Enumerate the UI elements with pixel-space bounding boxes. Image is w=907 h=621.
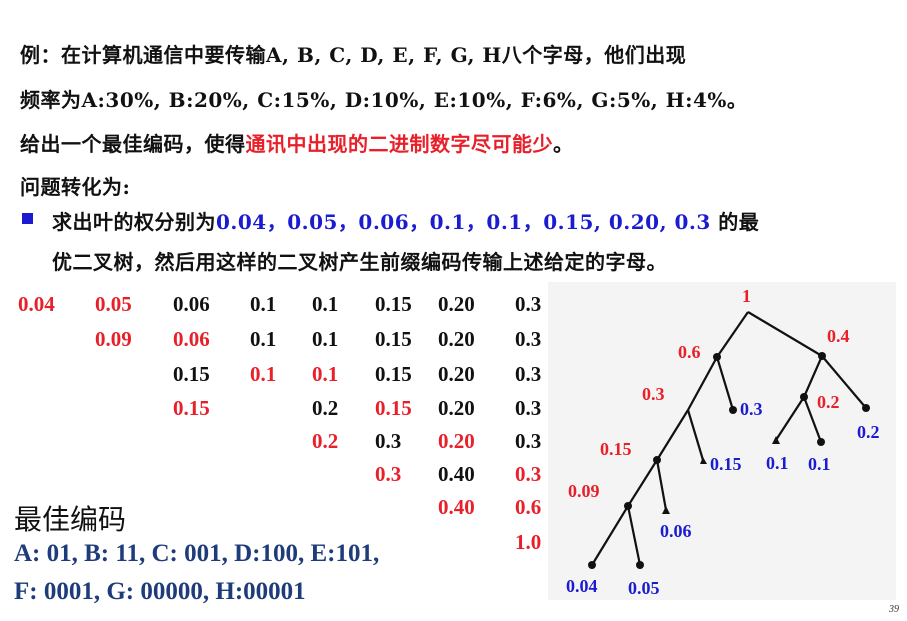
merge-cell: 0.20 (438, 327, 475, 351)
tree-label-0-15-leaf: 0.15 (710, 454, 742, 474)
tree-label-0-05: 0.05 (628, 578, 660, 598)
bullet-line-1: 求出叶的权分别为0.04，0.05，0.06，0.1，0.1，0.15, 0.2… (52, 206, 759, 235)
tree-label-0-4: 0.4 (827, 326, 850, 346)
intro-line-3-a: 给出一个最佳编码，使得 (20, 132, 246, 156)
merge-cell: 0.20 (438, 429, 475, 453)
merge-cell: 0.3 (515, 429, 542, 453)
bullet-square-icon (22, 213, 33, 224)
tree-label-0-1-b: 0.1 (808, 454, 831, 474)
merge-cell: 0.15 (375, 362, 412, 386)
merge-cell: 0.09 (95, 327, 132, 351)
merge-cell: 0.20 (438, 396, 475, 420)
intro-line-3-highlight: 通讯中出现的二进制数字尽可能少 (245, 132, 553, 156)
tree-label-0-06: 0.06 (660, 521, 692, 541)
merge-cell: 0.20 (438, 292, 475, 316)
best-code-line-2: F: 0001, G: 00000, H:00001 (14, 578, 306, 605)
merge-cell: 0.3 (515, 327, 542, 351)
merge-cell: 0.06 (173, 292, 210, 316)
bullet-text-b: 的最 (710, 210, 760, 234)
intro-line-3-b: 。 (553, 132, 574, 156)
merge-cell: 0.1 (250, 327, 277, 351)
merge-cell: 0.15 (375, 396, 412, 420)
page-number: 39 (889, 604, 899, 615)
merge-cell: 0.05 (95, 292, 132, 316)
merge-cell: 0.1 (312, 292, 339, 316)
intro-line-1: 例：在计算机通信中要传输A, B, C, D, E, F, G, H八个字母，他… (20, 39, 686, 68)
merge-cell: 0.3 (515, 396, 542, 420)
intro-line-3: 给出一个最佳编码，使得通讯中出现的二进制数字尽可能少。 (20, 128, 574, 157)
merge-cell: 0.20 (438, 362, 475, 386)
intro-line-4: 问题转化为: (20, 171, 130, 200)
merge-cell: 0.40 (438, 462, 475, 486)
bullet-text-a: 求出叶的权分别为 (52, 210, 216, 234)
merge-cell: 0.1 (312, 362, 339, 386)
merge-cell: 0.06 (173, 327, 210, 351)
tree-label-0-2-inner: 0.2 (817, 392, 840, 412)
best-code-line-1: A: 01, B: 11, C: 001, D:100, E:101, (14, 540, 380, 567)
tree-label-0-1-a: 0.1 (766, 453, 789, 473)
merge-cell: 0.1 (250, 292, 277, 316)
tree-label-0-3-inner: 0.3 (642, 384, 665, 404)
merge-cell: 0.04 (18, 292, 55, 316)
tree-label-0-2-leaf: 0.2 (857, 422, 880, 442)
merge-cell: 0.3 (515, 462, 542, 486)
merge-cell: 0.40 (438, 495, 475, 519)
merge-cell: 0.1 (250, 362, 277, 386)
bullet-line-2: 优二叉树，然后用这样的二叉树产生前缀编码传输上述给定的字母。 (52, 246, 667, 275)
bullet-weights: 0.04，0.05，0.06，0.1，0.1，0.15, 0.20, 0.3 (216, 210, 711, 234)
merge-cell: 0.2 (312, 396, 339, 420)
tree-label-0-6: 0.6 (678, 342, 701, 362)
merge-cell: 0.1 (312, 327, 339, 351)
merge-cell: 0.3 (375, 429, 402, 453)
merge-cell: 1.0 (515, 530, 542, 554)
merge-cell: 0.15 (375, 327, 412, 351)
intro-line-2: 频率为A:30%, B:20%, C:15%, D:10%, E:10%, F:… (20, 84, 747, 113)
merge-cell: 0.15 (173, 362, 210, 386)
intro-line-2-text: 频率为A:30%, B:20%, C:15%, D:10%, E:10%, F:… (20, 88, 748, 112)
merge-cell: 0.3 (515, 362, 542, 386)
merge-cell: 0.3 (375, 462, 402, 486)
merge-cell: 0.15 (173, 396, 210, 420)
tree-background (548, 282, 896, 600)
merge-cell: 0.2 (312, 429, 339, 453)
tree-label-root: 1 (742, 286, 751, 306)
tree-nodes (588, 352, 870, 569)
merge-cell: 0.3 (515, 292, 542, 316)
tree-label-0-04: 0.04 (566, 576, 598, 596)
problem-heading: 问题转化为: (20, 175, 131, 199)
merge-cell: 0.15 (375, 292, 412, 316)
tree-label-0-15-inner: 0.15 (600, 439, 632, 459)
bullet-line-2-text: 优二叉树，然后用这样的二叉树产生前缀编码传输上述给定的字母。 (52, 250, 667, 274)
merge-cell: 0.6 (515, 495, 542, 519)
tree-label-0-3-leaf: 0.3 (740, 399, 763, 419)
tree-edges (591, 311, 867, 566)
best-code-title: 最佳编码 (14, 503, 127, 536)
tree-label-0-09: 0.09 (568, 481, 600, 501)
intro-line-1-text: 例：在计算机通信中要传输A, B, C, D, E, F, G, H八个字母，他… (20, 43, 687, 67)
